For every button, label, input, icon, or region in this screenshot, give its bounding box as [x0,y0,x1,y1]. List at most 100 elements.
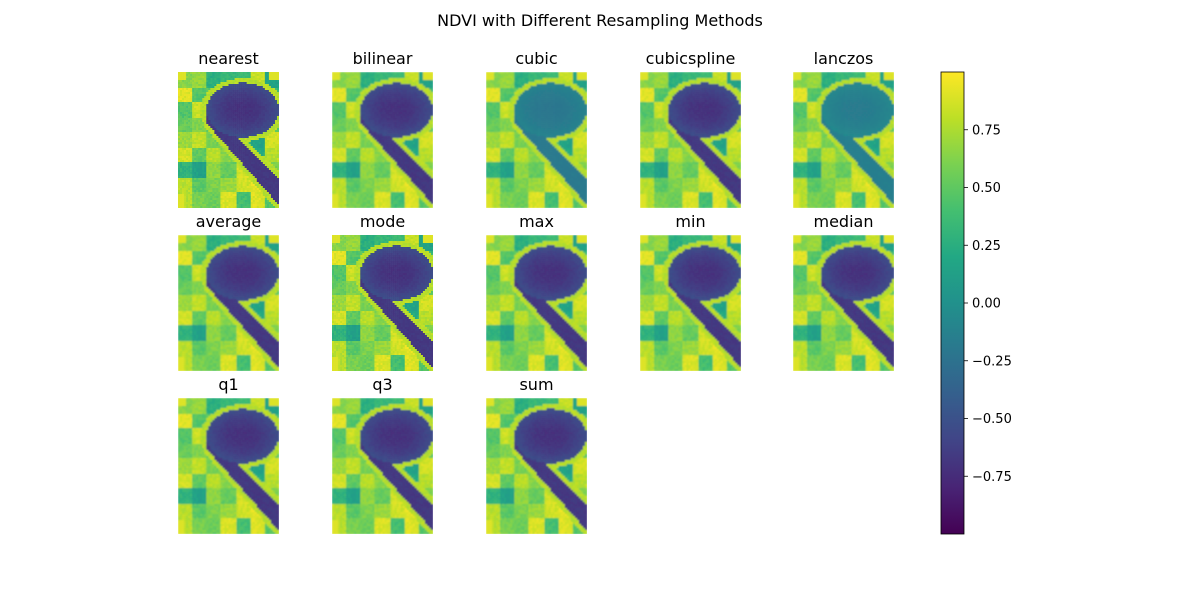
pixel [276,174,279,177]
pixel [234,192,237,195]
pixel [220,188,223,191]
pixel [182,160,185,163]
pixel [208,104,211,107]
pixel [250,164,254,167]
pixel [412,78,416,81]
pixel [382,116,385,119]
pixel [242,130,245,133]
pixel [230,204,233,207]
pixel [418,130,422,133]
pixel [414,116,418,119]
pixel [276,80,279,83]
pixel [220,140,223,143]
pixel [238,190,241,193]
pixel [264,170,268,173]
pixel [346,78,349,81]
pixel [236,92,239,95]
pixel [182,130,185,133]
pixel [178,148,181,151]
pixel [214,202,217,205]
pixel [194,118,197,121]
pixel [268,146,272,149]
pixel [238,114,241,117]
pixel [218,84,221,87]
pixel [410,124,414,127]
pixel [338,128,341,131]
pixel [206,90,209,93]
pixel [238,152,241,155]
pixel [394,98,397,101]
pixel [186,194,189,197]
pixel [178,164,181,167]
pixel [240,106,243,109]
pixel [246,192,249,195]
pixel [262,180,266,183]
pixel [178,154,181,157]
pixel [232,102,235,105]
pixel [184,150,187,153]
pixel [350,134,353,137]
pixel [212,144,215,147]
pixel [256,78,260,81]
pixel [276,106,279,109]
pixel [180,196,183,199]
pixel [216,82,219,85]
pixel [220,160,223,163]
pixel [182,152,185,155]
pixel [372,86,375,89]
pixel [360,126,363,129]
pixel [244,94,247,97]
pixel [418,116,422,119]
pixel [352,74,355,77]
pixel [212,134,215,137]
pixel [238,74,241,77]
pixel [264,72,268,75]
pixel [198,146,201,149]
pixel [246,86,249,89]
pixel [408,134,412,137]
pixel [178,118,181,121]
pixel [362,76,365,79]
pixel [180,170,183,173]
pixel [272,206,276,208]
pixel [426,82,430,85]
pixel [248,94,252,97]
pixel [226,154,229,157]
pixel [276,84,279,87]
pixel [180,94,183,97]
pixel [214,174,217,177]
pixel [388,116,391,119]
pixel [246,202,249,205]
pixel [200,194,203,197]
pixel [392,106,395,109]
pixel [236,82,239,85]
pixel [264,136,268,139]
pixel [212,82,215,85]
pixel [224,134,227,137]
pixel [208,80,211,83]
pixel [266,88,270,91]
pixel [222,200,225,203]
pixel [244,118,247,121]
pixel [236,138,239,141]
pixel [428,126,432,129]
pixel [386,80,389,83]
pixel [216,120,219,123]
pixel [210,100,213,103]
pixel [226,136,229,139]
pixel [236,160,239,163]
pixel [358,94,361,97]
pixel [382,80,385,83]
pixel [276,146,279,149]
pixel [214,160,217,163]
pixel [348,118,351,121]
pixel [212,76,215,79]
pixel [186,176,189,179]
pixel [200,78,203,81]
pixel [200,154,203,157]
pixel [212,136,215,139]
pixel [202,108,205,111]
pixel [184,134,187,137]
pixel [406,72,410,75]
pixel [392,118,395,121]
